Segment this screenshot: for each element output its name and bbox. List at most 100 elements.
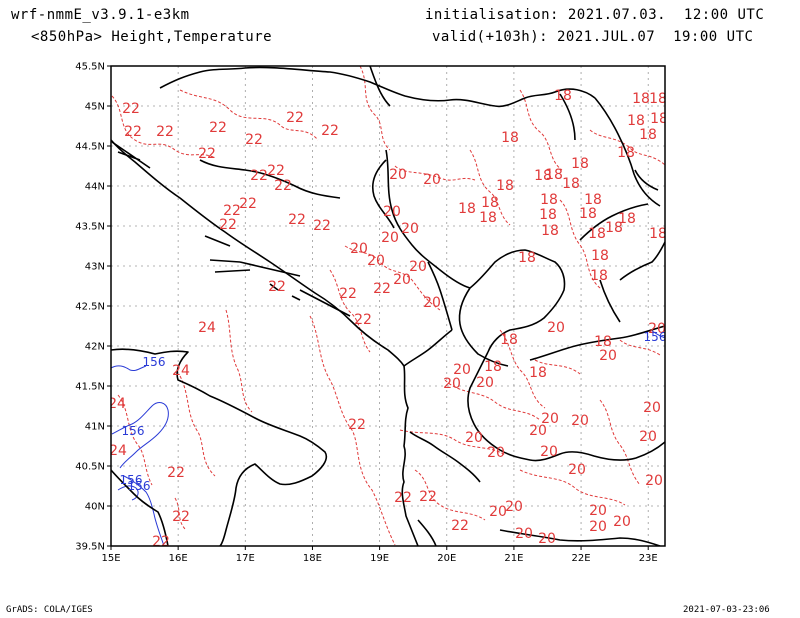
temperature-label: 24 <box>172 363 190 379</box>
lon-label: 16E <box>169 553 188 564</box>
temperature-label: 22 <box>245 132 263 148</box>
lat-label: 39.5N <box>75 542 105 553</box>
height-label: 156 <box>120 473 143 487</box>
temperature-contours <box>111 66 665 546</box>
temperature-label: 18 <box>571 156 589 172</box>
temperature-label: 20 <box>589 503 607 519</box>
temperature-label: 22 <box>451 518 469 534</box>
temperature-label: 20 <box>547 320 565 336</box>
temperature-label: 22 <box>339 286 357 302</box>
temperature-label: 18 <box>479 210 497 226</box>
temperature-label: 18 <box>649 226 667 242</box>
temperature-label: 20 <box>541 411 559 427</box>
temperature-label: 20 <box>443 376 461 392</box>
lat-label: 40.5N <box>75 462 105 473</box>
temperature-label: 22 <box>209 120 227 136</box>
temperature-label: 22 <box>239 196 257 212</box>
temperature-label: 22 <box>288 212 306 228</box>
temperature-label: 18 <box>496 178 514 194</box>
temperature-label: 20 <box>350 241 368 257</box>
temperature-label: 18 <box>484 359 502 375</box>
temperature-label: 20 <box>538 531 556 547</box>
temperature-label: 18 <box>554 88 572 104</box>
temperature-label: 22 <box>198 146 216 162</box>
temperature-label: 22 <box>152 534 170 550</box>
temperature-label: 18 <box>588 226 606 242</box>
lon-label: 20E <box>437 553 456 564</box>
temperature-label: 20 <box>639 429 657 445</box>
temperature-label: 22 <box>348 417 366 433</box>
longitude-axis: 15E 16E 17E 18E 19E 20E 21E 22E 23E <box>101 546 658 564</box>
temperature-label: 18 <box>481 195 499 211</box>
temperature-label: 20 <box>489 504 507 520</box>
temperature-label: 22 <box>354 312 372 328</box>
latitude-axis: 45.5N 45N 44.5N 44N 43.5N 43N 42.5N 42N 41.5N 41N… <box>75 62 111 553</box>
temperature-label: 22 <box>167 465 185 481</box>
temperature-label: 18 <box>649 91 667 107</box>
height-label: 156 <box>143 355 166 369</box>
temperature-label: 18 <box>650 111 668 127</box>
temperature-label: 20 <box>599 348 617 364</box>
temperature-label: 20 <box>540 444 558 460</box>
temperature-label: 22 <box>250 168 268 184</box>
lat-label: 44.5N <box>75 142 105 153</box>
temperature-label: 20 <box>393 272 411 288</box>
temperature-label: 18 <box>541 223 559 239</box>
temperature-label: 20 <box>643 400 661 416</box>
lon-label: 17E <box>236 553 255 564</box>
model-title: wrf-nmmE_v3.9.1-e3km <box>11 7 190 23</box>
lat-label: 41N <box>85 422 105 433</box>
temperature-label: 18 <box>501 130 519 146</box>
lat-label: 41.5N <box>75 382 105 393</box>
temperature-label: 20 <box>487 445 505 461</box>
temperature-label: 18 <box>562 176 580 192</box>
temperature-label: 20 <box>367 253 385 269</box>
temperature-label: 20 <box>571 413 589 429</box>
temperature-label: 22 <box>286 110 304 126</box>
temperature-label: 24 <box>198 320 216 336</box>
temperature-label: 20 <box>465 430 483 446</box>
temperature-label: 22 <box>274 178 292 194</box>
temperature-label: 22 <box>394 490 412 506</box>
temperature-label: 20 <box>423 172 441 188</box>
temperature-label: 20 <box>645 473 663 489</box>
map-grid <box>111 66 665 546</box>
temperature-label: 20 <box>568 462 586 478</box>
temperature-label: 22 <box>267 163 285 179</box>
temperature-label: 20 <box>505 499 523 515</box>
temperature-label: 20 <box>381 230 399 246</box>
coastlines-borders <box>111 66 665 546</box>
lat-label: 42N <box>85 342 105 353</box>
temperature-label: 18 <box>639 127 657 143</box>
height-label: 156 <box>122 424 145 438</box>
lon-label: 18E <box>303 553 322 564</box>
lon-label: 22E <box>572 553 591 564</box>
lon-label: 23E <box>639 553 658 564</box>
height-contours <box>111 329 665 546</box>
temperature-label: 24 <box>109 443 127 459</box>
lon-label: 15E <box>101 553 120 564</box>
temperature-label: 20 <box>589 519 607 535</box>
product-title: <850hPa> Height,Temperature <box>31 29 273 45</box>
temperature-label: 18 <box>579 206 597 222</box>
temperature-label: 22 <box>122 101 140 117</box>
temperature-label: 18 <box>627 113 645 129</box>
footer-credit: GrADS: COLA/IGES <box>6 605 93 615</box>
temperature-label: 20 <box>613 514 631 530</box>
temperature-label: 22 <box>172 509 190 525</box>
init-time: initialisation: 2021.07.03. 12:00 UTC <box>425 7 765 23</box>
temperature-label: 20 <box>401 221 419 237</box>
temperature-label: 24 <box>108 396 126 412</box>
lon-label: 19E <box>370 553 389 564</box>
temperature-label: 18 <box>529 365 547 381</box>
temperature-label: 22 <box>268 279 286 295</box>
footer-timestamp: 2021-07-03-23:06 <box>683 605 770 615</box>
lat-label: 44N <box>85 182 105 193</box>
temperature-label: 18 <box>545 167 563 183</box>
height-label: 156 <box>128 479 151 493</box>
temperature-label: 18 <box>632 91 650 107</box>
temperature-label: 18 <box>539 207 557 223</box>
